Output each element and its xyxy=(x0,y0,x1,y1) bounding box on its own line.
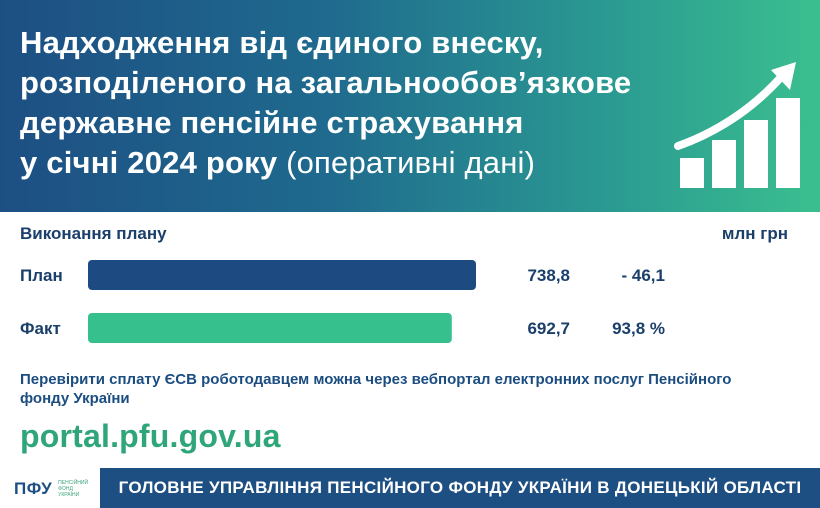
logo-abbr: ПФУ xyxy=(14,479,53,498)
chart-title: Виконання плану xyxy=(20,224,167,243)
title-line-4-main: у січні 2024 року xyxy=(20,145,278,180)
info-text: Перевірити сплату ЄСВ роботодавцем можна… xyxy=(20,371,732,407)
unit-label: млн грн xyxy=(721,224,788,243)
title-note: (оперативні дані) xyxy=(286,145,536,180)
growth-chart-icon xyxy=(674,62,800,188)
footer-banner-text: ГОЛОВНЕ УПРАВЛІННЯ ПЕНСІЙНОГО ФОНДУ УКРА… xyxy=(118,478,802,497)
title-line-1: Надходження від єдиного внеску, xyxy=(20,25,544,60)
footer-banner: ГОЛОВНЕ УПРАВЛІННЯ ПЕНСІЙНОГО ФОНДУ УКРА… xyxy=(100,468,820,508)
growth-bar-3 xyxy=(744,120,768,188)
growth-arrow-line xyxy=(674,72,786,150)
growth-bar-1 xyxy=(680,158,704,188)
value-label-fact: 692,7 xyxy=(527,319,570,338)
title-line-3: державне пенсійне страхування xyxy=(20,105,524,140)
pfu-logo: ПФУ ПЕНСІЙНИЙ ФОНД УКРАЇНИ xyxy=(14,476,88,502)
growth-arrow-head xyxy=(771,62,796,90)
portal-link[interactable]: portal.pfu.gov.ua xyxy=(20,418,281,454)
bar-plan xyxy=(88,260,476,290)
header-banner: Надходження від єдиного внеску, розподіл… xyxy=(0,0,820,212)
value-label-plan: 738,8 xyxy=(527,266,570,285)
bar-fact xyxy=(88,313,452,343)
plan-fact-chart: План 738,8 - 46,1 Факт 692,7 93,8 % xyxy=(20,260,665,343)
side-label-plan: - 46,1 xyxy=(622,266,665,285)
category-label-fact: Факт xyxy=(20,319,61,338)
growth-bar-2 xyxy=(712,140,736,188)
logo-text: ПЕНСІЙНИЙ ФОНД УКРАЇНИ xyxy=(58,480,89,498)
category-label-plan: План xyxy=(20,266,63,285)
title-line-2: розподіленого на загальнообов’язкове xyxy=(20,65,632,100)
side-label-fact: 93,8 % xyxy=(612,319,665,338)
growth-bar-4 xyxy=(776,98,800,188)
title-line-4: у січні 2024 року (оперативні дані) xyxy=(20,144,535,182)
